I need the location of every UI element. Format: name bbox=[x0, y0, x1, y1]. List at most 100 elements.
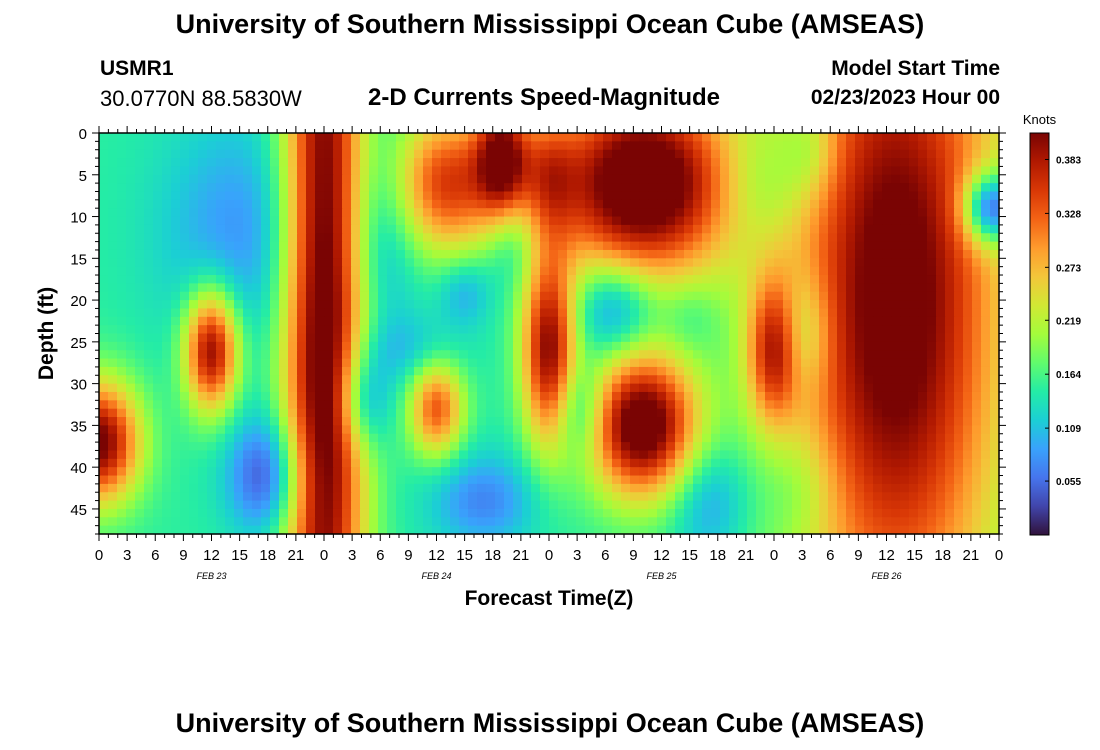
heatmap-cell bbox=[153, 149, 163, 159]
heatmap-cell bbox=[954, 224, 964, 234]
heatmap-cell bbox=[270, 458, 280, 468]
heatmap-cell bbox=[135, 249, 145, 259]
heatmap-cell bbox=[486, 375, 496, 385]
heatmap-cell bbox=[378, 249, 388, 259]
heatmap-cell bbox=[774, 408, 784, 418]
heatmap-cell bbox=[810, 174, 820, 184]
heatmap-cell bbox=[243, 224, 253, 234]
heatmap-cell bbox=[351, 492, 361, 502]
heatmap-cell bbox=[450, 341, 460, 351]
heatmap-cell bbox=[990, 467, 1000, 477]
heatmap-cell bbox=[711, 275, 721, 284]
heatmap-cell bbox=[288, 350, 298, 360]
heatmap-cell bbox=[666, 158, 676, 168]
heatmap-cell bbox=[297, 475, 307, 485]
heatmap-cell bbox=[108, 149, 118, 159]
heatmap-cell bbox=[207, 308, 217, 318]
heatmap-cell bbox=[594, 133, 604, 142]
heatmap-cell bbox=[819, 233, 829, 243]
heatmap-cell bbox=[297, 258, 307, 268]
heatmap-cell bbox=[189, 241, 199, 251]
heatmap-cell bbox=[405, 233, 415, 243]
heatmap-cell bbox=[405, 149, 415, 159]
heatmap-cell bbox=[306, 224, 316, 234]
heatmap-cell bbox=[900, 166, 910, 176]
heatmap-cell bbox=[873, 450, 883, 460]
heatmap-cell bbox=[441, 358, 451, 368]
heatmap-cell bbox=[450, 199, 460, 209]
heatmap-cell bbox=[702, 525, 712, 535]
heatmap-cell bbox=[279, 233, 289, 243]
heatmap-cell bbox=[684, 350, 694, 360]
heatmap-cell bbox=[639, 333, 649, 343]
heatmap-cell bbox=[972, 341, 982, 351]
heatmap-cell bbox=[711, 316, 721, 326]
heatmap-cell bbox=[846, 341, 856, 351]
heatmap-cell bbox=[657, 492, 667, 502]
heatmap-cell bbox=[441, 183, 451, 193]
heatmap-cell bbox=[387, 450, 397, 460]
heatmap-cell bbox=[981, 308, 991, 318]
heatmap-cell bbox=[630, 475, 640, 485]
heatmap-cell bbox=[774, 166, 784, 176]
heatmap-cell bbox=[261, 308, 271, 318]
heatmap-cell bbox=[396, 158, 406, 168]
heatmap-cell bbox=[693, 383, 703, 393]
heatmap-cell bbox=[126, 358, 136, 368]
heatmap-cell bbox=[369, 208, 379, 218]
heatmap-cell bbox=[315, 158, 325, 168]
heatmap-cell bbox=[513, 308, 523, 318]
heatmap-cell bbox=[495, 525, 505, 535]
heatmap-cell bbox=[234, 508, 244, 518]
heatmap-cell bbox=[909, 333, 919, 343]
heatmap-cell bbox=[675, 375, 685, 385]
heatmap-cell bbox=[936, 442, 946, 452]
heatmap-cell bbox=[261, 467, 271, 477]
heatmap-cell bbox=[756, 249, 766, 259]
heatmap-cell bbox=[720, 450, 730, 460]
heatmap-cell bbox=[306, 233, 316, 243]
heatmap-cell bbox=[207, 275, 217, 284]
heatmap-cell bbox=[261, 249, 271, 259]
heatmap-cell bbox=[252, 249, 262, 259]
heatmap-cell bbox=[531, 133, 541, 142]
heatmap-cell bbox=[801, 266, 811, 276]
heatmap-cell bbox=[360, 158, 370, 168]
heatmap-cell bbox=[162, 350, 172, 360]
heatmap-cell bbox=[477, 216, 487, 226]
heatmap-cell bbox=[684, 417, 694, 426]
heatmap-cell bbox=[846, 158, 856, 168]
heatmap-cell bbox=[621, 341, 631, 351]
heatmap-cell bbox=[891, 216, 901, 226]
heatmap-cell bbox=[315, 183, 325, 193]
heatmap-cell bbox=[225, 508, 235, 518]
heatmap-cell bbox=[630, 467, 640, 477]
heatmap-cell bbox=[513, 325, 523, 335]
heatmap-cell bbox=[657, 325, 667, 335]
heatmap-cell bbox=[99, 275, 109, 284]
heatmap-cell bbox=[189, 525, 199, 535]
heatmap-cell bbox=[648, 391, 658, 401]
heatmap-cell bbox=[756, 241, 766, 251]
heatmap-cell bbox=[504, 492, 514, 502]
heatmap-cell bbox=[990, 216, 1000, 226]
heatmap-cell bbox=[450, 233, 460, 243]
heatmap-cell bbox=[234, 425, 244, 435]
heatmap-cell bbox=[99, 508, 109, 518]
heatmap-cell bbox=[135, 500, 145, 510]
heatmap-cell bbox=[792, 174, 802, 184]
heatmap-cell bbox=[549, 333, 559, 343]
heatmap-cell bbox=[882, 483, 892, 493]
heatmap-cell bbox=[891, 141, 901, 151]
heatmap-cell bbox=[567, 475, 577, 485]
heatmap-cell bbox=[576, 433, 586, 443]
heatmap-cell bbox=[711, 283, 721, 293]
heatmap-cell bbox=[207, 158, 217, 168]
heatmap-cell bbox=[594, 174, 604, 184]
heatmap-cell bbox=[405, 325, 415, 335]
heatmap-cell bbox=[576, 158, 586, 168]
heatmap-cell bbox=[927, 458, 937, 468]
heatmap-cell bbox=[711, 391, 721, 401]
heatmap-cell bbox=[171, 316, 181, 326]
heatmap-cell bbox=[972, 191, 982, 201]
